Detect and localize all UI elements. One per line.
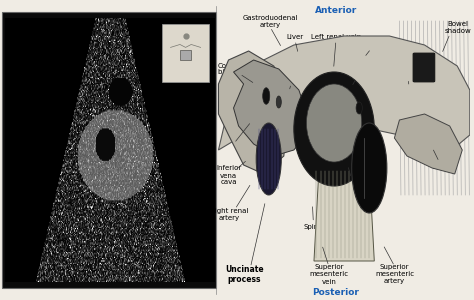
Bar bbox=[162, 24, 209, 82]
Text: Bowel
shadow: Bowel shadow bbox=[445, 21, 472, 34]
Polygon shape bbox=[219, 36, 470, 156]
Ellipse shape bbox=[356, 102, 362, 114]
Ellipse shape bbox=[263, 88, 270, 104]
Bar bbox=[180, 50, 191, 60]
Text: Neck: Neck bbox=[280, 75, 303, 84]
Bar bbox=[219, 0, 470, 300]
FancyBboxPatch shape bbox=[413, 53, 435, 82]
Bar bbox=[2, 12, 216, 288]
Text: Liver: Liver bbox=[286, 34, 304, 40]
Text: Right renal
artery: Right renal artery bbox=[210, 208, 248, 221]
Text: Posterior: Posterior bbox=[312, 288, 359, 297]
Text: Spine: Spine bbox=[304, 224, 323, 230]
Ellipse shape bbox=[352, 123, 387, 213]
Polygon shape bbox=[314, 168, 374, 261]
Text: Body: Body bbox=[359, 40, 383, 50]
Polygon shape bbox=[219, 51, 289, 174]
Text: Tail: Tail bbox=[431, 162, 447, 171]
Text: Superior
mesenteric
artery: Superior mesenteric artery bbox=[375, 265, 414, 284]
Text: Anterior: Anterior bbox=[315, 6, 357, 15]
Text: Bowel: Bowel bbox=[398, 71, 419, 77]
Polygon shape bbox=[394, 114, 462, 174]
Text: Aorta: Aorta bbox=[338, 179, 357, 185]
Text: Superior
mesenteric
vein: Superior mesenteric vein bbox=[310, 265, 348, 284]
Text: Common
bile duct: Common bile duct bbox=[218, 62, 249, 76]
Text: Gastroduodenal
artery: Gastroduodenal artery bbox=[242, 14, 298, 28]
Text: Inferior
vena
cava: Inferior vena cava bbox=[216, 166, 241, 185]
Text: Splenic vein: Splenic vein bbox=[335, 71, 377, 77]
Polygon shape bbox=[234, 60, 309, 156]
Ellipse shape bbox=[276, 96, 281, 108]
Text: Head: Head bbox=[230, 135, 255, 144]
Text: Right: Right bbox=[223, 116, 250, 124]
Ellipse shape bbox=[294, 72, 374, 186]
Ellipse shape bbox=[306, 84, 362, 162]
Ellipse shape bbox=[256, 123, 281, 195]
Text: Left: Left bbox=[446, 116, 466, 124]
Text: Left renal vein: Left renal vein bbox=[311, 34, 361, 40]
Text: Uncinate
process: Uncinate process bbox=[225, 265, 264, 284]
